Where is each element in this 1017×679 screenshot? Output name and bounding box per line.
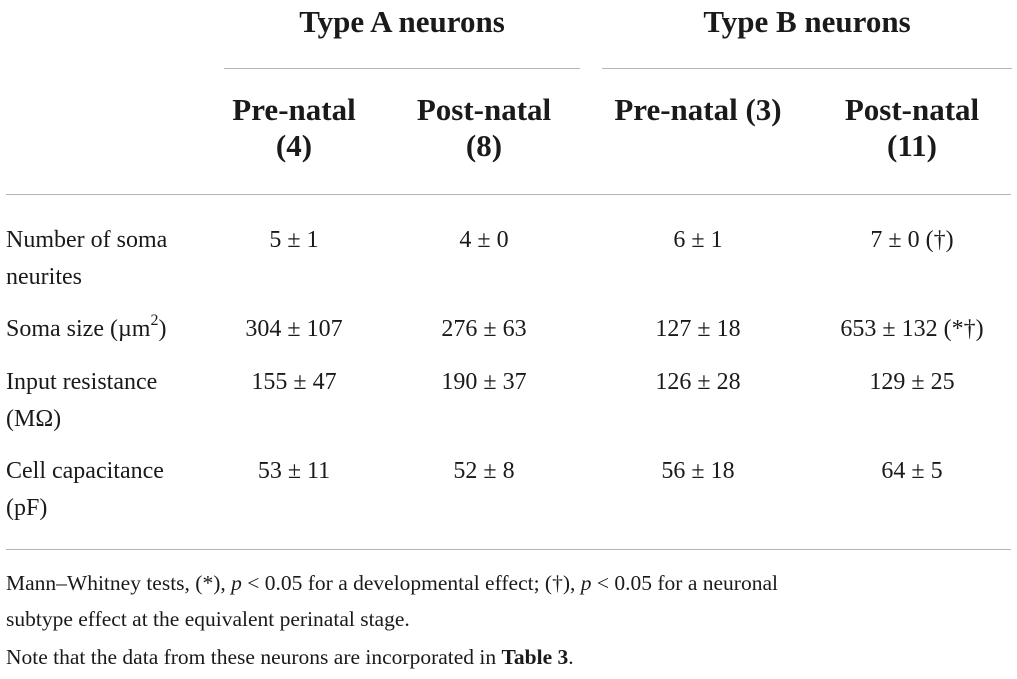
column-header-a-postnatal: Post-natal (8) (398, 92, 570, 164)
column-header-a-prenatal: Pre-natal (4) (214, 92, 374, 164)
table-cell: 5 ± 1 (269, 227, 319, 253)
header-rule (6, 194, 1011, 195)
table-cell: 653 ± 132 (*†) (840, 316, 984, 342)
group-header-type-b: Type B neurons (703, 4, 911, 39)
footnote-p-symbol: p (580, 571, 592, 595)
superscript: 2 (150, 312, 159, 329)
row-label-line: (pF) (6, 495, 48, 521)
table-cell: 276 ± 63 (441, 316, 527, 342)
table-cell: 56 ± 18 (661, 458, 735, 484)
footnote-text: Note that the data from these neurons ar… (6, 645, 502, 669)
column-header-line: Post-natal (416, 92, 552, 127)
group-header-type-a: Type A neurons (299, 4, 505, 39)
row-label-line: Number of soma (6, 227, 168, 253)
column-header-b-prenatal: Pre-natal (3) (592, 92, 804, 128)
table-cell: 53 ± 11 (257, 458, 331, 484)
row-label-soma-neurites: Number of soma neurites (6, 222, 167, 296)
footnote-line-2: subtype effect at the equivalent perinat… (6, 607, 410, 631)
column-header-line: Pre-natal (3) (614, 92, 782, 127)
row-label-line: neurites (6, 264, 82, 290)
footnote-text: Mann–Whitney tests, (*), (6, 571, 232, 595)
table-reference-link[interactable]: Table 3 (501, 645, 569, 669)
footnote-text: < 0.05 for a neuronal (591, 571, 778, 595)
table-cell: 126 ± 28 (655, 369, 741, 395)
row-label-line: Cell capacitance (6, 458, 164, 484)
row-label-line: (MΩ) (6, 406, 62, 432)
table-cell: 155 ± 47 (251, 369, 337, 395)
row-label-line: Input resistance (6, 369, 158, 395)
row-label-soma-size: Soma size (µm2) (6, 311, 166, 348)
table-cell: 4 ± 0 (459, 227, 509, 253)
footnote-line-3: Note that the data from these neurons ar… (6, 640, 574, 674)
group-rule-type-b (602, 68, 1012, 69)
column-header-line: Post-natal (844, 92, 980, 127)
table-cell: 7 ± 0 (†) (870, 227, 954, 253)
group-rule-type-a (224, 68, 580, 69)
table-cell: 190 ± 37 (441, 369, 527, 395)
table-cell: 64 ± 5 (881, 458, 943, 484)
footnote-line-1: Mann–Whitney tests, (*), p < 0.05 for a … (6, 566, 778, 600)
column-header-b-postnatal: Post-natal (11) (822, 92, 1002, 164)
footer-rule (6, 549, 1011, 550)
table-cell: 6 ± 1 (673, 227, 723, 253)
footnote-text: . (568, 645, 574, 669)
row-label-text: ) (158, 316, 167, 342)
row-label-text: Soma size (µm (6, 316, 151, 342)
table-cell: 52 ± 8 (453, 458, 515, 484)
row-label-cell-capacitance: Cell capacitance (pF) (6, 453, 164, 527)
column-header-line: (8) (465, 128, 503, 163)
footnote-text: < 0.05 for a developmental effect; (†), (241, 571, 581, 595)
table-cell: 127 ± 18 (655, 316, 741, 342)
column-header-line: (4) (275, 128, 313, 163)
footnote-p-symbol: p (231, 571, 242, 595)
table-cell: 304 ± 107 (245, 316, 343, 342)
table-cell: 129 ± 25 (869, 369, 955, 395)
row-label-input-resistance: Input resistance (MΩ) (6, 364, 157, 438)
column-header-line: (11) (887, 128, 937, 163)
column-header-line: Pre-natal (232, 92, 356, 127)
